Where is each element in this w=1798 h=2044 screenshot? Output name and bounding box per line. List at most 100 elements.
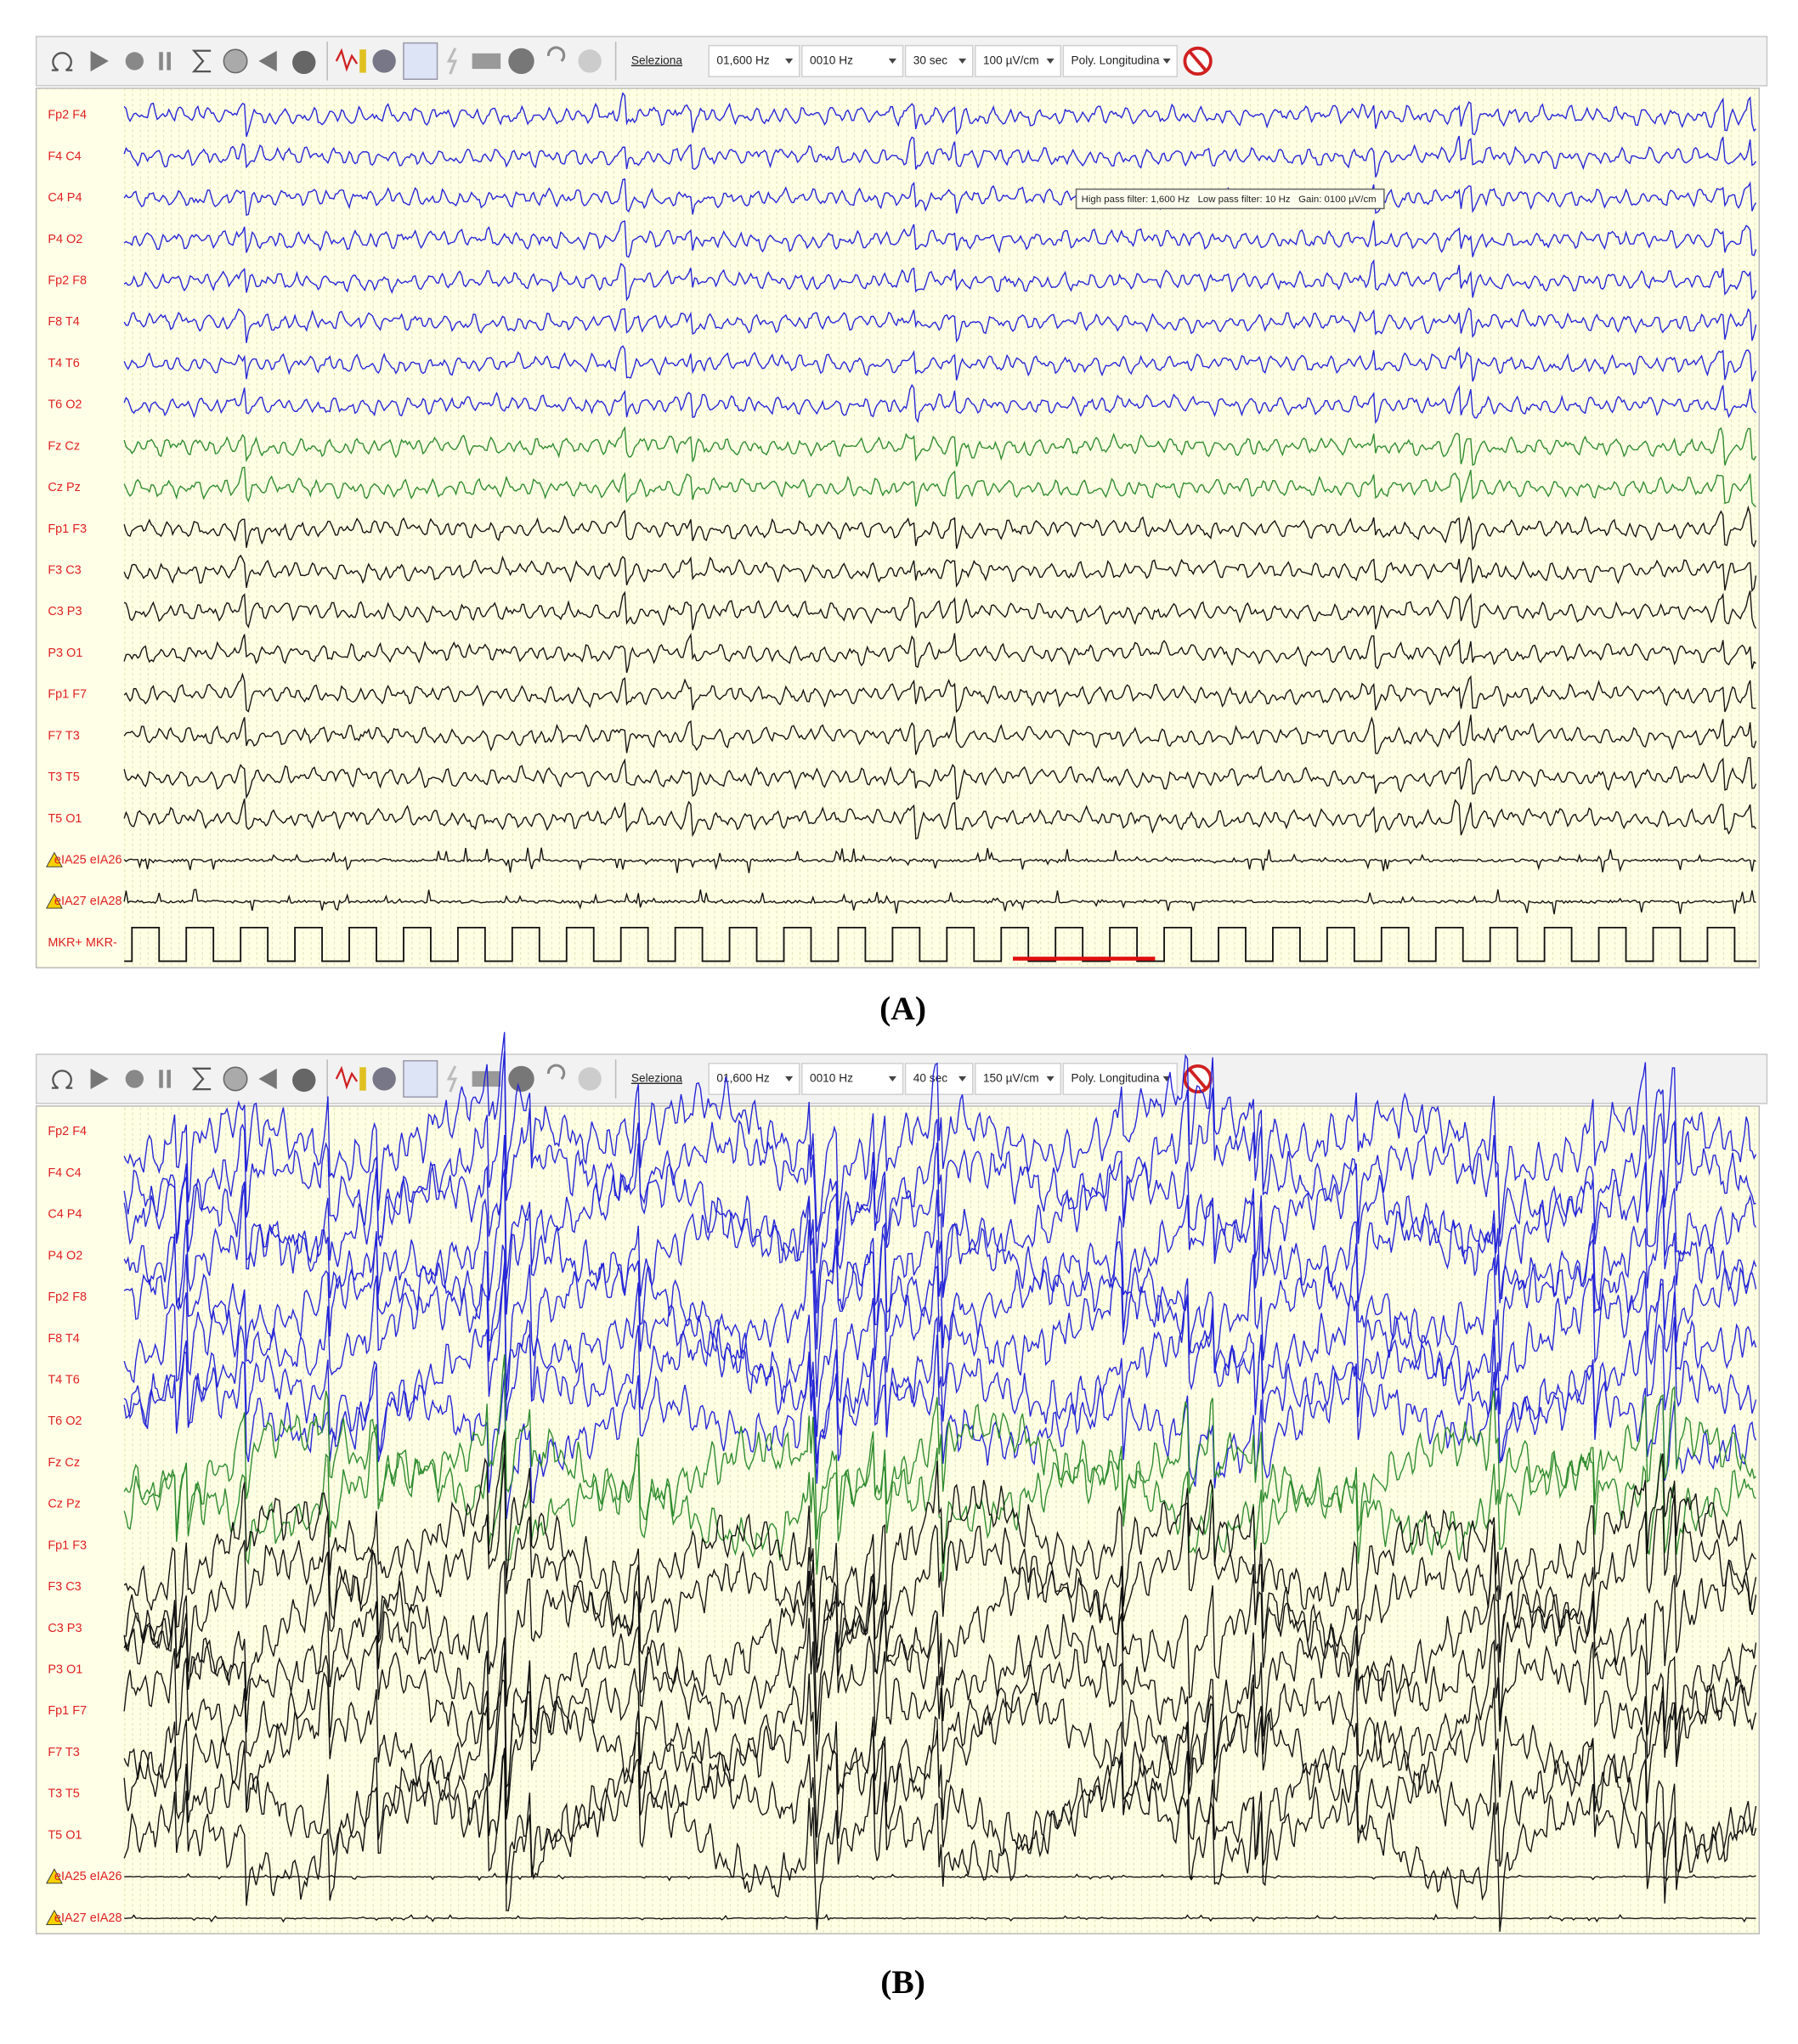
dropdown[interactable] — [975, 44, 1062, 77]
eeg-trace — [123, 1335, 1757, 1520]
icon-bolt[interactable] — [446, 1065, 458, 1093]
channel-label: Fp2 F4 — [48, 109, 87, 122]
channel-label: Fp1 F7 — [48, 1704, 87, 1718]
icon-grid[interactable] — [508, 1065, 534, 1093]
dropdown-arrow[interactable] — [785, 58, 794, 64]
icon-pause[interactable] — [159, 52, 163, 71]
icon-grid[interactable] — [508, 48, 534, 75]
icon-swap[interactable] — [546, 1064, 566, 1081]
icon-timer[interactable] — [292, 1068, 316, 1093]
dropdown-arrow[interactable] — [888, 58, 896, 64]
icon-brain[interactable] — [223, 48, 248, 74]
icon-ruler[interactable] — [472, 1070, 501, 1087]
dropdown-value[interactable]: 0010 Hz — [810, 1072, 853, 1085]
channel-label: T4 T6 — [48, 357, 80, 370]
eeg-trace — [123, 1135, 1757, 1313]
channel-label: Fp1 F3 — [48, 522, 87, 536]
icon-stop-bar[interactable] — [1189, 51, 1207, 71]
eeg-trace — [123, 590, 1757, 630]
eeg-trace — [123, 383, 1757, 425]
dropdown-value[interactable]: Poly. Longitudina — [1071, 54, 1159, 67]
eeg-trace — [124, 1913, 1756, 1923]
panel-caption: (A) — [879, 990, 926, 1027]
icon-sigma[interactable] — [191, 49, 212, 73]
icon-record[interactable] — [125, 1070, 144, 1088]
channel-label: eIA27 eIA28 — [54, 1911, 122, 1925]
select-button[interactable]: Seleziona — [631, 1072, 683, 1085]
eeg-trace — [123, 1574, 1757, 1790]
label-column — [37, 89, 123, 967]
dropdown[interactable] — [975, 1062, 1062, 1096]
dropdown-value[interactable]: 150 µV/cm — [983, 1072, 1039, 1085]
icon-bar[interactable] — [359, 1067, 366, 1091]
trace-area — [35, 1105, 1761, 1934]
icon-montage[interactable] — [403, 1059, 438, 1098]
icon-play[interactable] — [90, 50, 109, 72]
dropdown-arrow[interactable] — [958, 58, 967, 64]
icon-omega[interactable] — [51, 1070, 73, 1089]
channel-label: Fp2 F4 — [48, 1125, 87, 1138]
dropdown-arrow[interactable] — [1046, 1076, 1054, 1082]
eeg-trace — [123, 632, 1756, 674]
eeg-trace — [123, 307, 1757, 343]
dropdown-value[interactable]: 40 sec — [913, 1072, 947, 1085]
icon-swap[interactable] — [546, 46, 566, 63]
dropdown-value[interactable]: 100 µV/cm — [983, 54, 1039, 67]
dropdown-arrow[interactable] — [1162, 58, 1171, 64]
eeg-trace — [123, 889, 1756, 915]
dropdown-value[interactable]: Poly. Longitudina — [1071, 1072, 1159, 1085]
dropdown-arrow[interactable] — [1046, 58, 1054, 64]
icon-timer[interactable] — [292, 50, 316, 75]
dropdown[interactable] — [801, 1062, 904, 1096]
eeg-trace — [123, 1262, 1757, 1437]
dropdown-arrow[interactable] — [958, 1076, 967, 1082]
icon-record[interactable] — [125, 52, 144, 71]
channel-label: T3 T5 — [48, 771, 80, 784]
icon-wave[interactable] — [335, 1065, 359, 1090]
icon-back[interactable] — [258, 50, 277, 72]
icon-pause[interactable] — [167, 52, 171, 71]
icon-head[interactable] — [372, 49, 396, 73]
icon-play[interactable] — [90, 1068, 109, 1090]
icon-stop-bar[interactable] — [1189, 1069, 1207, 1089]
icon-brain[interactable] — [223, 1066, 248, 1092]
channel-label: T6 O2 — [48, 398, 82, 412]
dropdown-value[interactable]: 0010 Hz — [810, 54, 853, 67]
eeg-trace — [123, 799, 1757, 840]
dropdown[interactable] — [1062, 1062, 1179, 1096]
tooltip — [1075, 188, 1385, 210]
channel-label: Fp2 F8 — [48, 274, 87, 288]
label-column — [37, 1107, 123, 1933]
icon-bolt[interactable] — [446, 48, 458, 75]
eeg-trace — [123, 178, 1757, 217]
icon-montage[interactable] — [403, 42, 438, 81]
select-button[interactable]: Seleziona — [631, 54, 683, 67]
dropdown-arrow[interactable] — [785, 1076, 794, 1082]
eeg-trace — [123, 1424, 1756, 1582]
icon-sigma[interactable] — [191, 1067, 212, 1091]
icon-omega[interactable] — [51, 52, 73, 71]
icon-ruler[interactable] — [472, 53, 501, 70]
dropdown-value[interactable]: 01,600 Hz — [716, 54, 770, 67]
dropdown[interactable] — [801, 44, 904, 77]
dropdown-value[interactable]: 30 sec — [913, 54, 947, 67]
dropdown-arrow[interactable] — [888, 1076, 896, 1082]
channel-label: F8 T4 — [48, 315, 80, 329]
icon-pause[interactable] — [159, 1070, 163, 1088]
icon-pause[interactable] — [167, 1070, 171, 1088]
channel-label: C3 P3 — [48, 605, 82, 618]
dropdown[interactable] — [1062, 44, 1179, 77]
channel-label: eIA25 eIA26 — [54, 1870, 122, 1883]
icon-back[interactable] — [258, 1068, 277, 1090]
icon-brain2[interactable] — [578, 1067, 602, 1091]
dropdown[interactable] — [708, 44, 800, 77]
dropdown-value[interactable]: 01,600 Hz — [716, 1072, 770, 1085]
channel-label: T5 O1 — [48, 812, 82, 826]
icon-wave[interactable] — [335, 48, 359, 72]
icon-bar[interactable] — [359, 49, 366, 73]
icon-brain2[interactable] — [578, 49, 602, 73]
channel-label: P4 O2 — [48, 1249, 82, 1262]
eeg-trace — [123, 1169, 1757, 1350]
icon-head[interactable] — [372, 1067, 396, 1091]
